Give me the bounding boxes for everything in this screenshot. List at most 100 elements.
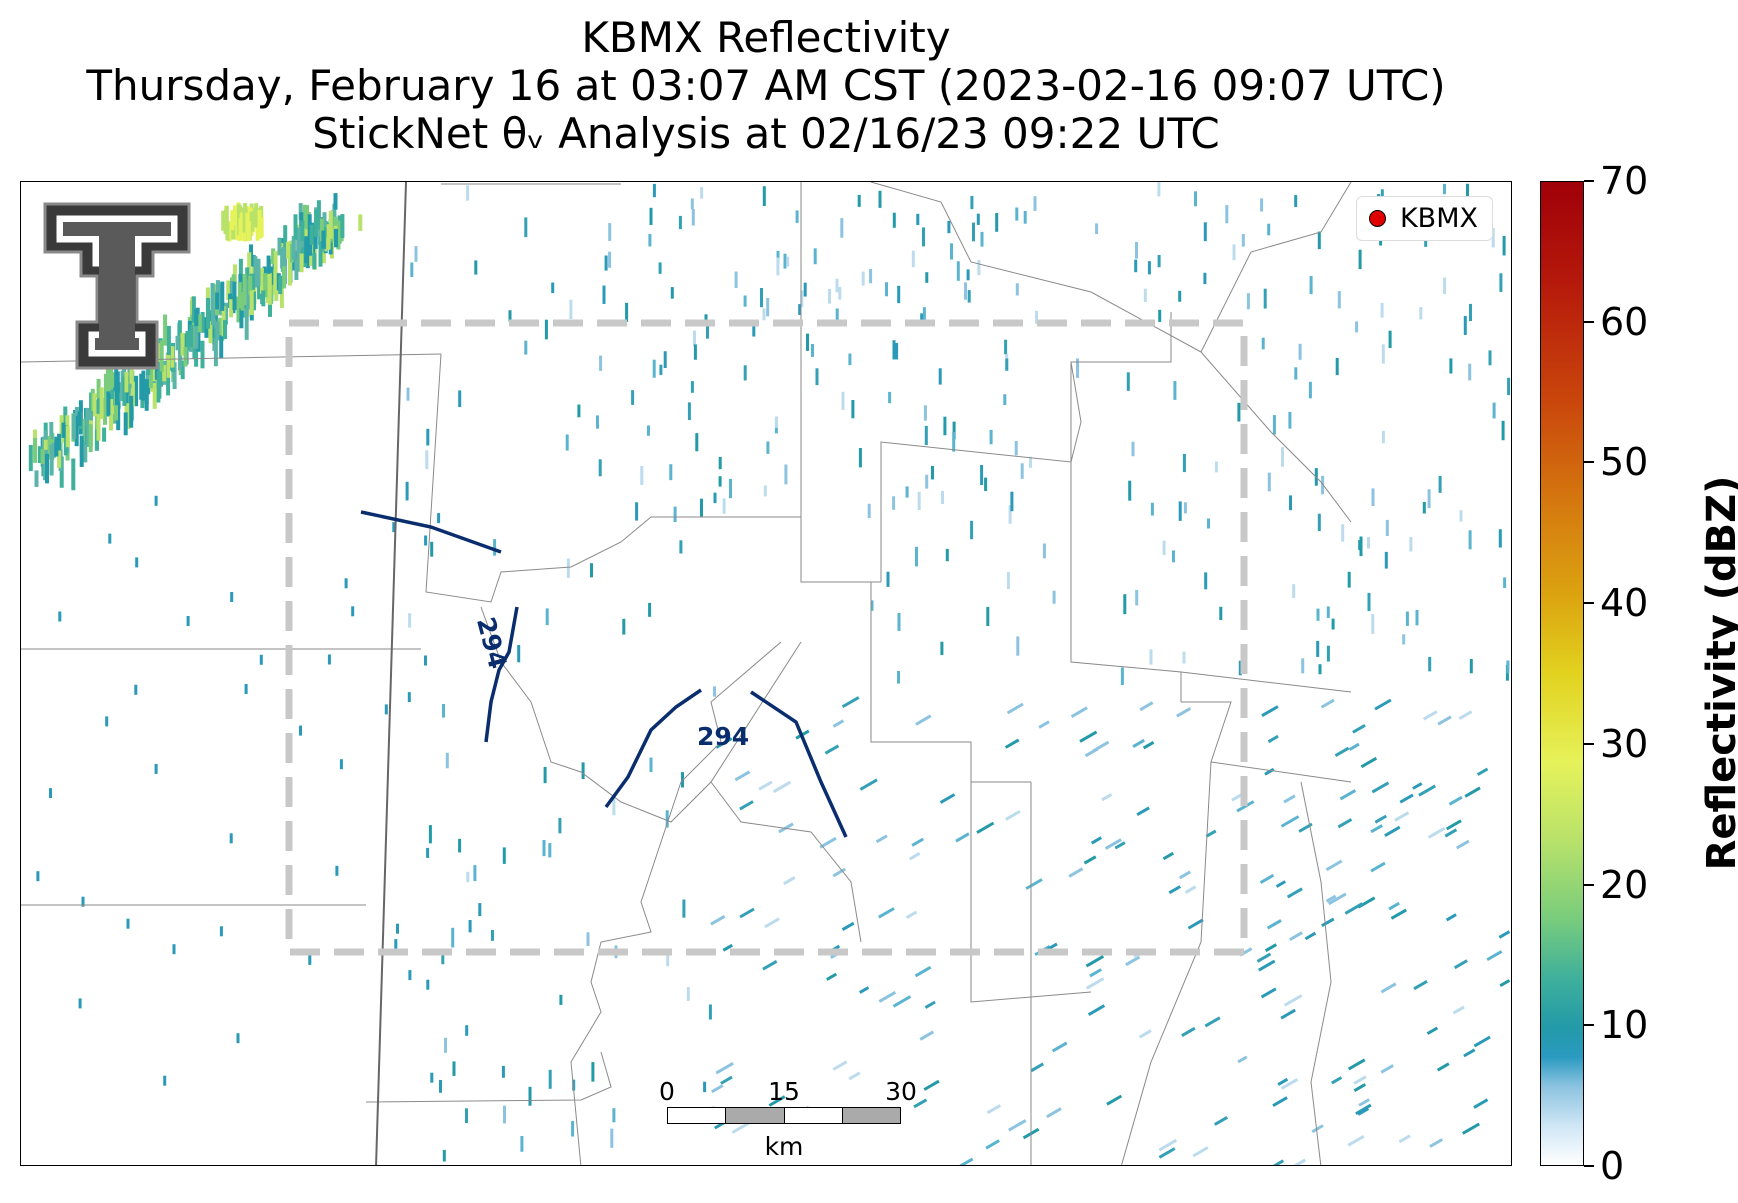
contour-294-west-lower xyxy=(484,606,519,743)
echo-pixel xyxy=(1388,330,1392,349)
echo-pixel xyxy=(319,218,324,241)
echo-pixel xyxy=(332,203,337,219)
echo-pixel xyxy=(1445,913,1457,922)
echo-pixel xyxy=(739,907,755,919)
echo-pixel xyxy=(1318,664,1322,675)
reflectivity-echoes xyxy=(28,182,1511,1165)
echo-pixel xyxy=(1267,734,1279,744)
echo-pixel xyxy=(1030,1062,1045,1073)
echo-pixel xyxy=(218,284,223,310)
echo-pixel xyxy=(913,1098,928,1109)
echo-pixel xyxy=(598,459,602,477)
echo-pixel xyxy=(647,425,650,436)
echo-pixel xyxy=(1374,698,1392,711)
echo-pixel xyxy=(1149,649,1153,665)
echo-pixel xyxy=(1298,822,1313,833)
echo-pixel xyxy=(81,896,85,907)
echo-pixel xyxy=(682,899,686,918)
echo-pixel xyxy=(394,939,398,950)
echo-pixel xyxy=(867,503,871,519)
echo-pixel xyxy=(1412,782,1423,790)
echo-pixel xyxy=(1358,249,1362,270)
echo-pixel xyxy=(859,986,870,994)
echo-pixel xyxy=(783,876,796,886)
echo-pixel xyxy=(166,369,171,396)
echo-pixel xyxy=(45,453,49,484)
echo-pixel xyxy=(274,272,279,301)
echo-pixel xyxy=(602,285,606,304)
echo-pixel xyxy=(878,991,897,1003)
echo-pixel xyxy=(1325,894,1337,903)
echo-pixel xyxy=(248,275,253,296)
contour-294-east-left xyxy=(604,688,702,809)
echo-pixel xyxy=(764,917,780,929)
radar-map[interactable]: 294 294 KBMX 0 15 30 km xyxy=(20,181,1512,1166)
echo-pixel xyxy=(49,788,52,799)
echo-pixel xyxy=(1360,756,1378,769)
echo-pixel xyxy=(1162,540,1166,555)
echo-pixel xyxy=(1388,901,1400,911)
echo-pixel xyxy=(1448,795,1463,806)
echo-pixel xyxy=(886,571,890,587)
echo-pixel xyxy=(1006,572,1010,590)
echo-pixel xyxy=(1437,715,1452,726)
echo-pixel xyxy=(277,237,282,256)
echo-pixel xyxy=(424,535,428,546)
echo-pixel xyxy=(875,834,888,844)
echo-pixel xyxy=(1488,350,1492,366)
echo-pixel xyxy=(1015,283,1019,296)
echo-pixel xyxy=(1136,806,1150,817)
echo-pixel xyxy=(919,1030,935,1041)
echo-pixel xyxy=(915,546,918,567)
echo-pixel xyxy=(892,212,896,228)
echo-pixel xyxy=(1052,590,1056,604)
echo-pixel xyxy=(163,314,168,346)
echo-pixel xyxy=(832,1060,848,1071)
echo-pixel xyxy=(1326,645,1330,662)
echo-pixel xyxy=(1398,1134,1411,1144)
echo-pixel xyxy=(1280,1078,1299,1090)
echo-pixel xyxy=(678,215,682,230)
echo-pixel xyxy=(648,234,652,247)
echo-pixel xyxy=(259,267,264,294)
echo-pixel xyxy=(333,193,338,210)
colorbar-tick-mark xyxy=(1584,180,1594,182)
echo-pixel xyxy=(1358,1098,1370,1107)
echo-pixel xyxy=(1384,551,1388,569)
echo-pixel xyxy=(1089,968,1102,978)
echo-pixel xyxy=(283,225,288,254)
echo-pixel xyxy=(1147,261,1151,275)
echo-pixel xyxy=(501,1065,505,1078)
echo-pixel xyxy=(458,390,462,408)
echo-pixel xyxy=(1304,931,1317,941)
echo-pixel xyxy=(1264,943,1277,953)
echo-pixel xyxy=(1051,1041,1068,1053)
echo-pixel xyxy=(1203,272,1207,285)
echo-pixel xyxy=(249,290,254,316)
echo-pixel xyxy=(229,281,234,297)
colorbar-tick-label: 70 xyxy=(1600,159,1649,203)
echo-pixel xyxy=(1181,1026,1196,1037)
echo-pixel xyxy=(1219,606,1223,620)
echo-pixel xyxy=(1321,917,1335,928)
echo-pixel xyxy=(1321,475,1325,495)
echo-pixel xyxy=(986,1104,1002,1115)
echo-pixel xyxy=(1046,1107,1062,1119)
echo-pixel xyxy=(339,759,343,770)
echo-pixel xyxy=(1427,826,1446,839)
echo-pixel xyxy=(635,502,639,521)
echo-pixel xyxy=(861,271,865,286)
echo-pixel xyxy=(776,257,780,276)
echo-pixel xyxy=(869,268,873,284)
colorbar-tick-mark xyxy=(1584,1165,1594,1167)
echo-pixel xyxy=(1158,1138,1178,1152)
echo-pixel xyxy=(1317,231,1321,250)
echo-pixel xyxy=(520,1136,524,1152)
echo-pixel xyxy=(543,766,547,784)
echo-pixel xyxy=(405,481,409,501)
echo-pixel xyxy=(924,425,928,446)
theta-v-contours xyxy=(360,510,848,838)
echo-pixel xyxy=(58,611,62,622)
radar-site-marker-icon xyxy=(1368,210,1386,227)
echo-pixel xyxy=(452,1061,456,1076)
